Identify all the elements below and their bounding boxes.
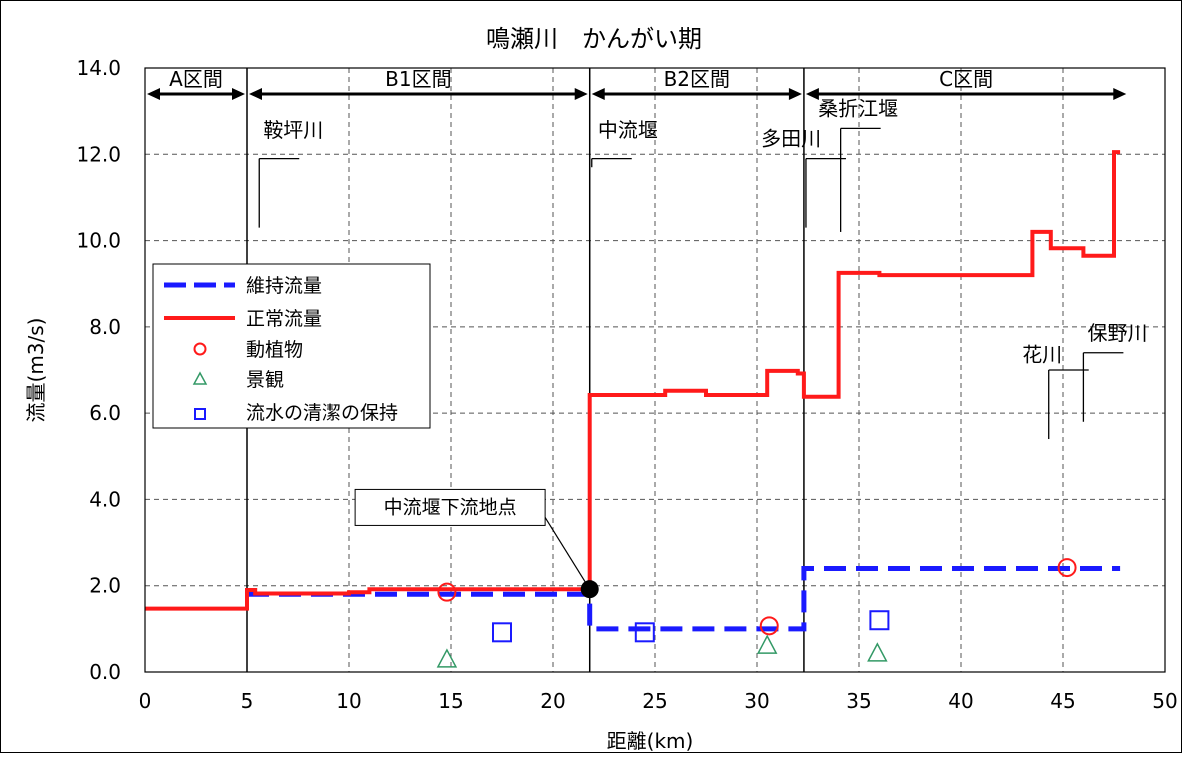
y-tick-label: 12.0 bbox=[76, 142, 121, 166]
y-tick-label: 6.0 bbox=[89, 401, 121, 425]
y-axis-label: 流量(m3/s) bbox=[24, 318, 48, 423]
section-label: C区間 bbox=[939, 67, 993, 91]
scenery-marker bbox=[867, 642, 888, 662]
x-tick-label: 30 bbox=[744, 689, 769, 713]
tributary-label: 桑折江堰 bbox=[818, 96, 898, 120]
series-normal-flow-line bbox=[145, 150, 1121, 611]
y-tick-label: 8.0 bbox=[89, 315, 121, 339]
section-label: B1区間 bbox=[385, 67, 451, 91]
water-cleanliness-marker bbox=[492, 622, 512, 643]
callout: 中流堰下流地点 bbox=[354, 488, 599, 599]
section-layer: A区間 B1区間 B2区間 C区間 bbox=[147, 67, 1127, 672]
x-tick-label: 15 bbox=[438, 689, 463, 713]
y-tick-label: 0.0 bbox=[89, 660, 121, 684]
section-arrow-head-left bbox=[591, 88, 605, 100]
x-tick-label: 50 bbox=[1152, 689, 1177, 713]
legend-label-maintenance: 維持流量 bbox=[246, 275, 322, 297]
x-axis-label: 距離(km) bbox=[607, 729, 694, 753]
series-layer bbox=[145, 150, 1121, 632]
legend-label-fauna: 動植物 bbox=[246, 339, 303, 361]
y-tick-label: 10.0 bbox=[76, 229, 121, 253]
tributary-label: 多田川 bbox=[761, 127, 821, 151]
fauna-marker bbox=[1057, 558, 1077, 578]
chart-title: 鳴瀬川 かんがい期 bbox=[486, 25, 702, 53]
legend-triangle-icon bbox=[192, 371, 208, 385]
water-cleanliness-marker bbox=[869, 610, 890, 631]
y-tick-label: 14.0 bbox=[76, 56, 121, 80]
legend-label-water-cleanliness: 流水の清潔の保持 bbox=[246, 402, 398, 424]
callout-box bbox=[354, 488, 546, 526]
section-label: B2区間 bbox=[664, 67, 730, 91]
x-tick-label: 10 bbox=[336, 689, 361, 713]
section-arrow-head-right bbox=[232, 88, 245, 100]
section-arrow-head-right bbox=[574, 88, 588, 100]
legend: 維持流量 正常流量 動植物 景観 流水の清潔の保持 bbox=[152, 263, 431, 429]
scenery-marker bbox=[756, 634, 778, 654]
section-label: A区間 bbox=[169, 67, 223, 91]
section-arrow-head-left bbox=[147, 88, 160, 100]
x-tick-label: 40 bbox=[948, 689, 973, 713]
callout-leader-line bbox=[544, 517, 591, 590]
tributary-label: 中流堰 bbox=[598, 118, 658, 142]
series-maintenance-flow-line bbox=[247, 566, 1121, 632]
highlight-point-marker bbox=[580, 580, 599, 599]
x-tick-label: 5 bbox=[241, 689, 254, 713]
y-tick-label: 2.0 bbox=[89, 574, 121, 598]
axis-layer: 0 5 10 15 20 25 30 35 40 45 50 0.0 2.0 4.0 6.0 8.0 10.0 1… bbox=[76, 56, 1177, 713]
callout-label: 中流堰下流地点 bbox=[384, 496, 517, 518]
section-arrow-head-left bbox=[249, 88, 262, 100]
scenery-marker bbox=[436, 648, 458, 668]
section-arrow-head-right bbox=[788, 88, 802, 100]
fauna-marker bbox=[759, 616, 779, 636]
tributary-label: 花川 bbox=[1022, 342, 1062, 366]
legend-circle-icon bbox=[193, 342, 207, 356]
legend-label-scenery: 景観 bbox=[246, 369, 284, 391]
x-tick-label: 0 bbox=[139, 689, 152, 713]
x-tick-label: 20 bbox=[540, 689, 565, 713]
legend-label-normal: 正常流量 bbox=[246, 308, 322, 330]
tributary-label: 鞍坪川 bbox=[263, 118, 323, 142]
x-tick-label: 35 bbox=[846, 689, 871, 713]
section-arrow-head-left bbox=[805, 88, 819, 100]
section-arrow-head-right bbox=[1113, 88, 1127, 100]
y-tick-label: 4.0 bbox=[89, 487, 121, 511]
x-tick-label: 25 bbox=[642, 689, 667, 713]
fauna-marker bbox=[437, 582, 457, 602]
x-tick-label: 45 bbox=[1050, 689, 1075, 713]
marker-layer bbox=[436, 558, 1077, 668]
legend-square-icon bbox=[194, 408, 206, 420]
water-cleanliness-marker bbox=[634, 622, 655, 643]
plot-frame bbox=[144, 67, 1166, 673]
tributary-label: 保野川 bbox=[1087, 321, 1147, 345]
legend-box bbox=[152, 263, 431, 429]
